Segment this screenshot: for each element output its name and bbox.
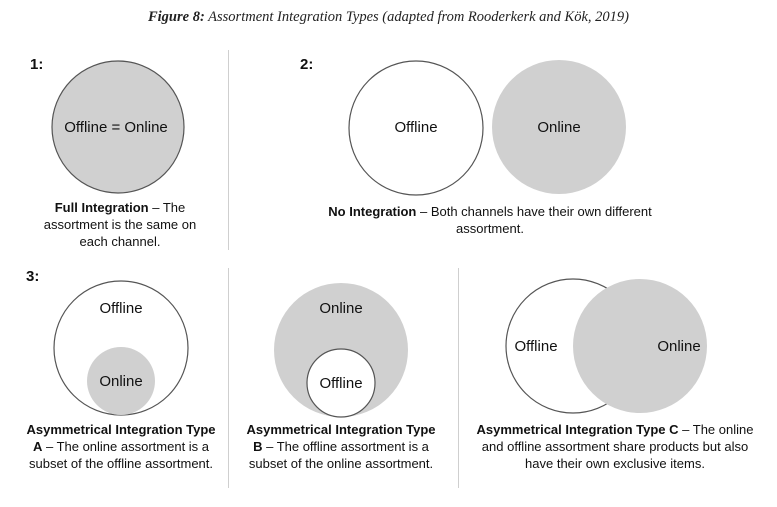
type-a-inner-label: Online <box>99 373 142 390</box>
panel-2-caption-bold: No Integration <box>328 204 417 219</box>
panel-2-caption: No Integration – Both channels have thei… <box>300 203 680 237</box>
type-b-outer-label: Online <box>319 300 362 317</box>
type-a-outer-label: Offline <box>99 300 142 317</box>
panel-2-offline-label: Offline <box>394 119 437 136</box>
type-c-caption-rest: – The online and offline assortment shar… <box>481 422 754 471</box>
type-a-inner-circle <box>87 347 155 415</box>
type-a-caption: Asymmetrical Integration Type A – The on… <box>22 421 220 472</box>
type-c-caption: Asymmetrical Integration Type C – The on… <box>470 421 760 472</box>
panel-1-number: 1: <box>30 56 44 73</box>
type-c-caption-bold: Asymmetrical Integration Type C <box>476 422 679 437</box>
panel-1-caption: Full Integration – The assortment is the… <box>40 199 200 250</box>
figure-title-text: Assortment Integration Types (adapted fr… <box>208 9 629 25</box>
type-b-caption-bold: Asymmetrical Integration Type B <box>246 422 436 454</box>
type-b-inner-label: Offline <box>319 375 362 392</box>
panel-1-label: Offline = Online <box>64 119 168 136</box>
panel-2-offline-circle <box>348 60 484 196</box>
type-c-online-label: Online <box>657 338 700 355</box>
type-a-caption-bold: Asymmetrical Integration Type A <box>26 422 216 454</box>
type-c-offline-label: Offline <box>514 338 557 355</box>
panel-2-caption-rest: – Both channels have their own different… <box>416 204 652 236</box>
panel-2-number: 2: <box>300 56 314 73</box>
panel-1-caption-bold: Full Integration <box>54 200 149 215</box>
panel-2-online-label: Online <box>537 119 580 136</box>
type-b-inner-circle <box>306 348 376 418</box>
type-b-caption-rest: – The offline assortment is a subset of … <box>248 439 434 471</box>
type-a-caption-rest: – The online assortment is a subset of t… <box>28 439 214 471</box>
panel-2-online-circle <box>492 60 626 194</box>
panel-3-number: 3: <box>26 268 40 285</box>
divider-bottom-right <box>458 268 459 488</box>
divider-bottom-left <box>228 268 229 488</box>
panel-1-caption-rest: – The assortment is the same on each cha… <box>43 200 197 249</box>
type-b-caption: Asymmetrical Integration Type B – The of… <box>241 421 441 472</box>
figure-title: Figure 8: Assortment Integration Types (… <box>0 9 777 26</box>
divider-top <box>228 50 229 250</box>
panel-1-circle <box>51 60 185 194</box>
figure-label: Figure 8: <box>147 9 205 25</box>
type-c-online-circle <box>573 279 707 413</box>
